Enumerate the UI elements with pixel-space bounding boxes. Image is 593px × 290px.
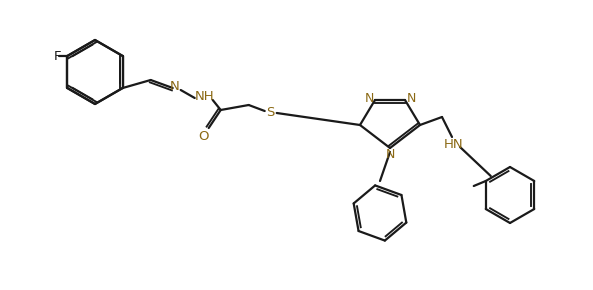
Text: S: S [266, 106, 275, 119]
Text: N: N [385, 148, 395, 160]
Text: N: N [406, 92, 416, 104]
Text: N: N [170, 81, 180, 93]
Text: F: F [53, 50, 61, 63]
Text: HN: HN [444, 139, 464, 151]
Text: O: O [199, 130, 209, 142]
Text: N: N [364, 92, 374, 104]
Text: NH: NH [195, 90, 215, 104]
